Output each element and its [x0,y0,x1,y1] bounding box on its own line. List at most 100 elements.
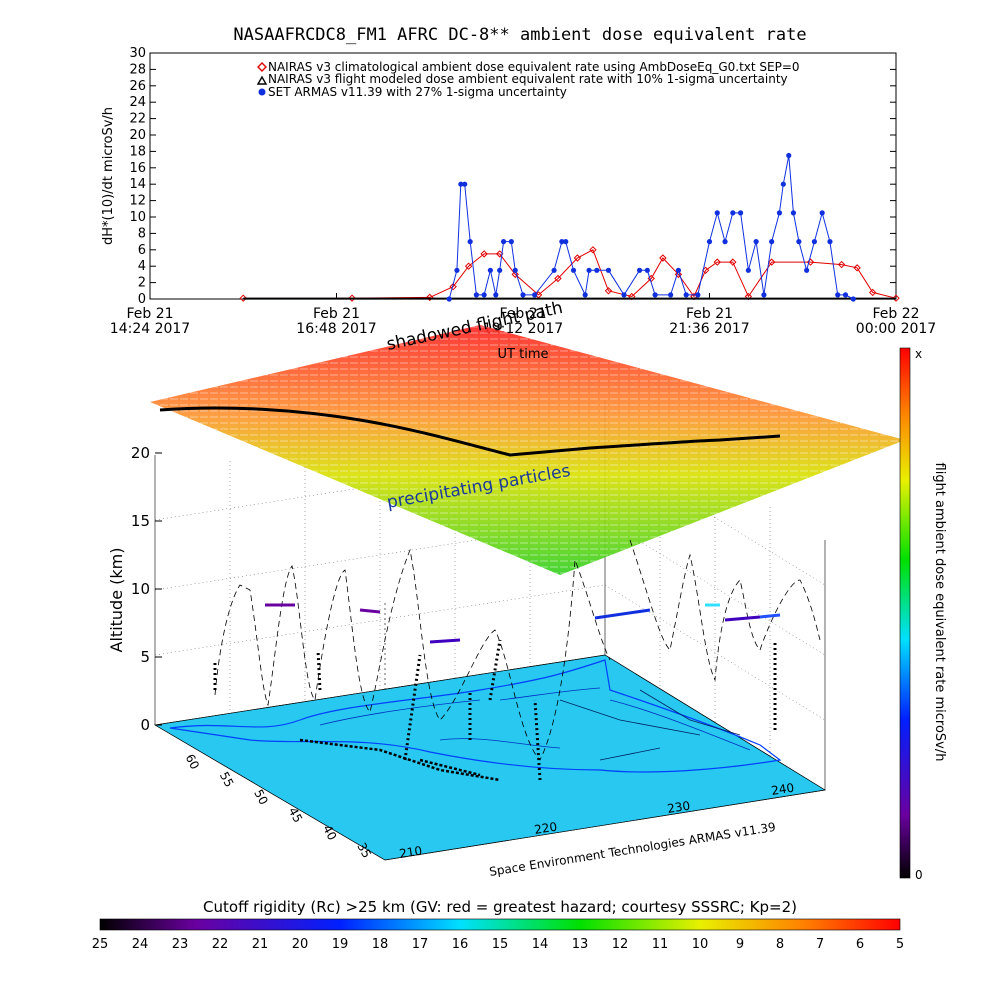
z-tick-label: 15 [131,512,150,530]
data-point [570,267,577,273]
rigidity-tick-label: 6 [856,937,864,952]
y-tick-label: 12 [129,194,146,209]
data-point [786,152,792,159]
data-point [842,292,849,298]
lat-tick-label: 40 [320,823,340,843]
data-point [804,267,810,273]
data-point [473,292,479,298]
rigidity-colorbar-bar [99,918,901,931]
data-point [790,210,797,216]
data-point [446,296,452,302]
data-point [835,292,841,298]
map-coastline [169,659,782,773]
data-point [761,292,767,298]
data-point [745,267,751,273]
y-tick-label: 6 [138,243,146,258]
data-point [589,246,597,254]
series-line [243,249,897,299]
x-tick-label-time: 21:36 2017 [669,321,749,337]
lon-tick-label: 240 [770,781,795,798]
data-point [508,239,514,245]
data-point [695,292,701,298]
rigidity-tick-label: 10 [692,937,709,952]
z-tick-label: 20 [131,444,150,462]
data-point [500,239,507,245]
rigidity-tick-label: 12 [612,937,629,952]
rigidity-tick-label: 24 [132,937,149,952]
vertical-dotted-tracks [213,639,777,781]
data-point [850,296,856,302]
annotation-x-axis-time: UT time [498,347,549,362]
z-tick-label: 0 [140,716,150,734]
x-tick-label-date: Feb 22 [872,306,919,322]
altitude-axis-label: Altitude (km) [107,548,126,653]
y-axis-label: dH*(10)/dt microSv/h [101,107,116,245]
rigidity-tick-label: 9 [736,937,744,952]
data-point [776,210,783,216]
lon-tick-label: 220 [533,820,558,837]
y-tick-label: 28 [129,62,146,77]
series-line [448,155,854,300]
z-tick-label: 5 [140,648,150,666]
data-point [604,287,613,295]
data-point [644,267,650,273]
dose-colorbar: x 0 flight ambient dose equivalent rate … [899,347,947,882]
data-point [493,292,499,298]
data-point [495,250,504,258]
dose-sheet-hatch [150,325,905,575]
data-point [683,292,689,298]
lat-tick-label: 45 [286,805,306,825]
rigidity-tick-label: 11 [652,937,669,952]
legend-marker-armas [258,88,266,96]
data-point [520,292,526,298]
lon-tick-label: 210 [398,844,423,861]
lat-tick-label: 60 [183,752,203,772]
data-point [811,239,818,245]
lat-tick-label: 35 [354,840,374,860]
rigidity-tick-label: 23 [172,937,189,952]
data-point [636,267,643,273]
data-point [730,210,736,216]
y-tick-label: 30 [129,46,146,61]
y-tick-label: 22 [129,112,146,127]
data-point [481,292,487,298]
data-point [706,239,713,245]
data-point [559,239,565,245]
latitude-axis-ticks: 60 55 50 45 40 35 [183,752,374,861]
data-point [454,267,460,273]
altitude-axis-ticks: 0 5 10 15 20 [131,444,162,734]
y-tick-label: 0 [138,292,146,307]
y-tick-label: 2 [138,276,146,291]
data-point [819,210,825,216]
data-point [586,267,592,273]
dose-colorbar-top: x [915,347,922,361]
data-point [827,239,833,245]
altitude-trajectory [214,539,821,761]
data-point [464,262,473,270]
data-point [737,210,744,216]
data-point [659,254,667,262]
rigidity-tick-label: 16 [452,937,469,952]
ground-track [299,738,501,782]
data-point [534,291,543,299]
rigidity-tick-label: 19 [332,937,349,952]
dose-colorbar-bar [899,347,911,879]
rigidity-tick-label: 14 [532,937,549,952]
data-point [458,181,464,187]
y-tick-label: 26 [129,79,146,94]
series-layer [239,152,900,302]
y-tick-label: 16 [129,161,146,176]
rigidity-tick-label: 20 [292,937,309,952]
data-point [582,292,588,298]
x-tick-label-date: Feb 21 [313,306,360,322]
top-chart: NASAAFRCDC8_FM1 AFRC DC-8** ambient dose… [101,25,936,337]
dose-colorbar-bottom: 0 [915,868,923,882]
rigidity-tick-label: 13 [572,937,589,952]
rigidity-tick-label: 17 [412,937,429,952]
rigidity-tick-label: 15 [492,937,509,952]
data-point [780,181,786,187]
